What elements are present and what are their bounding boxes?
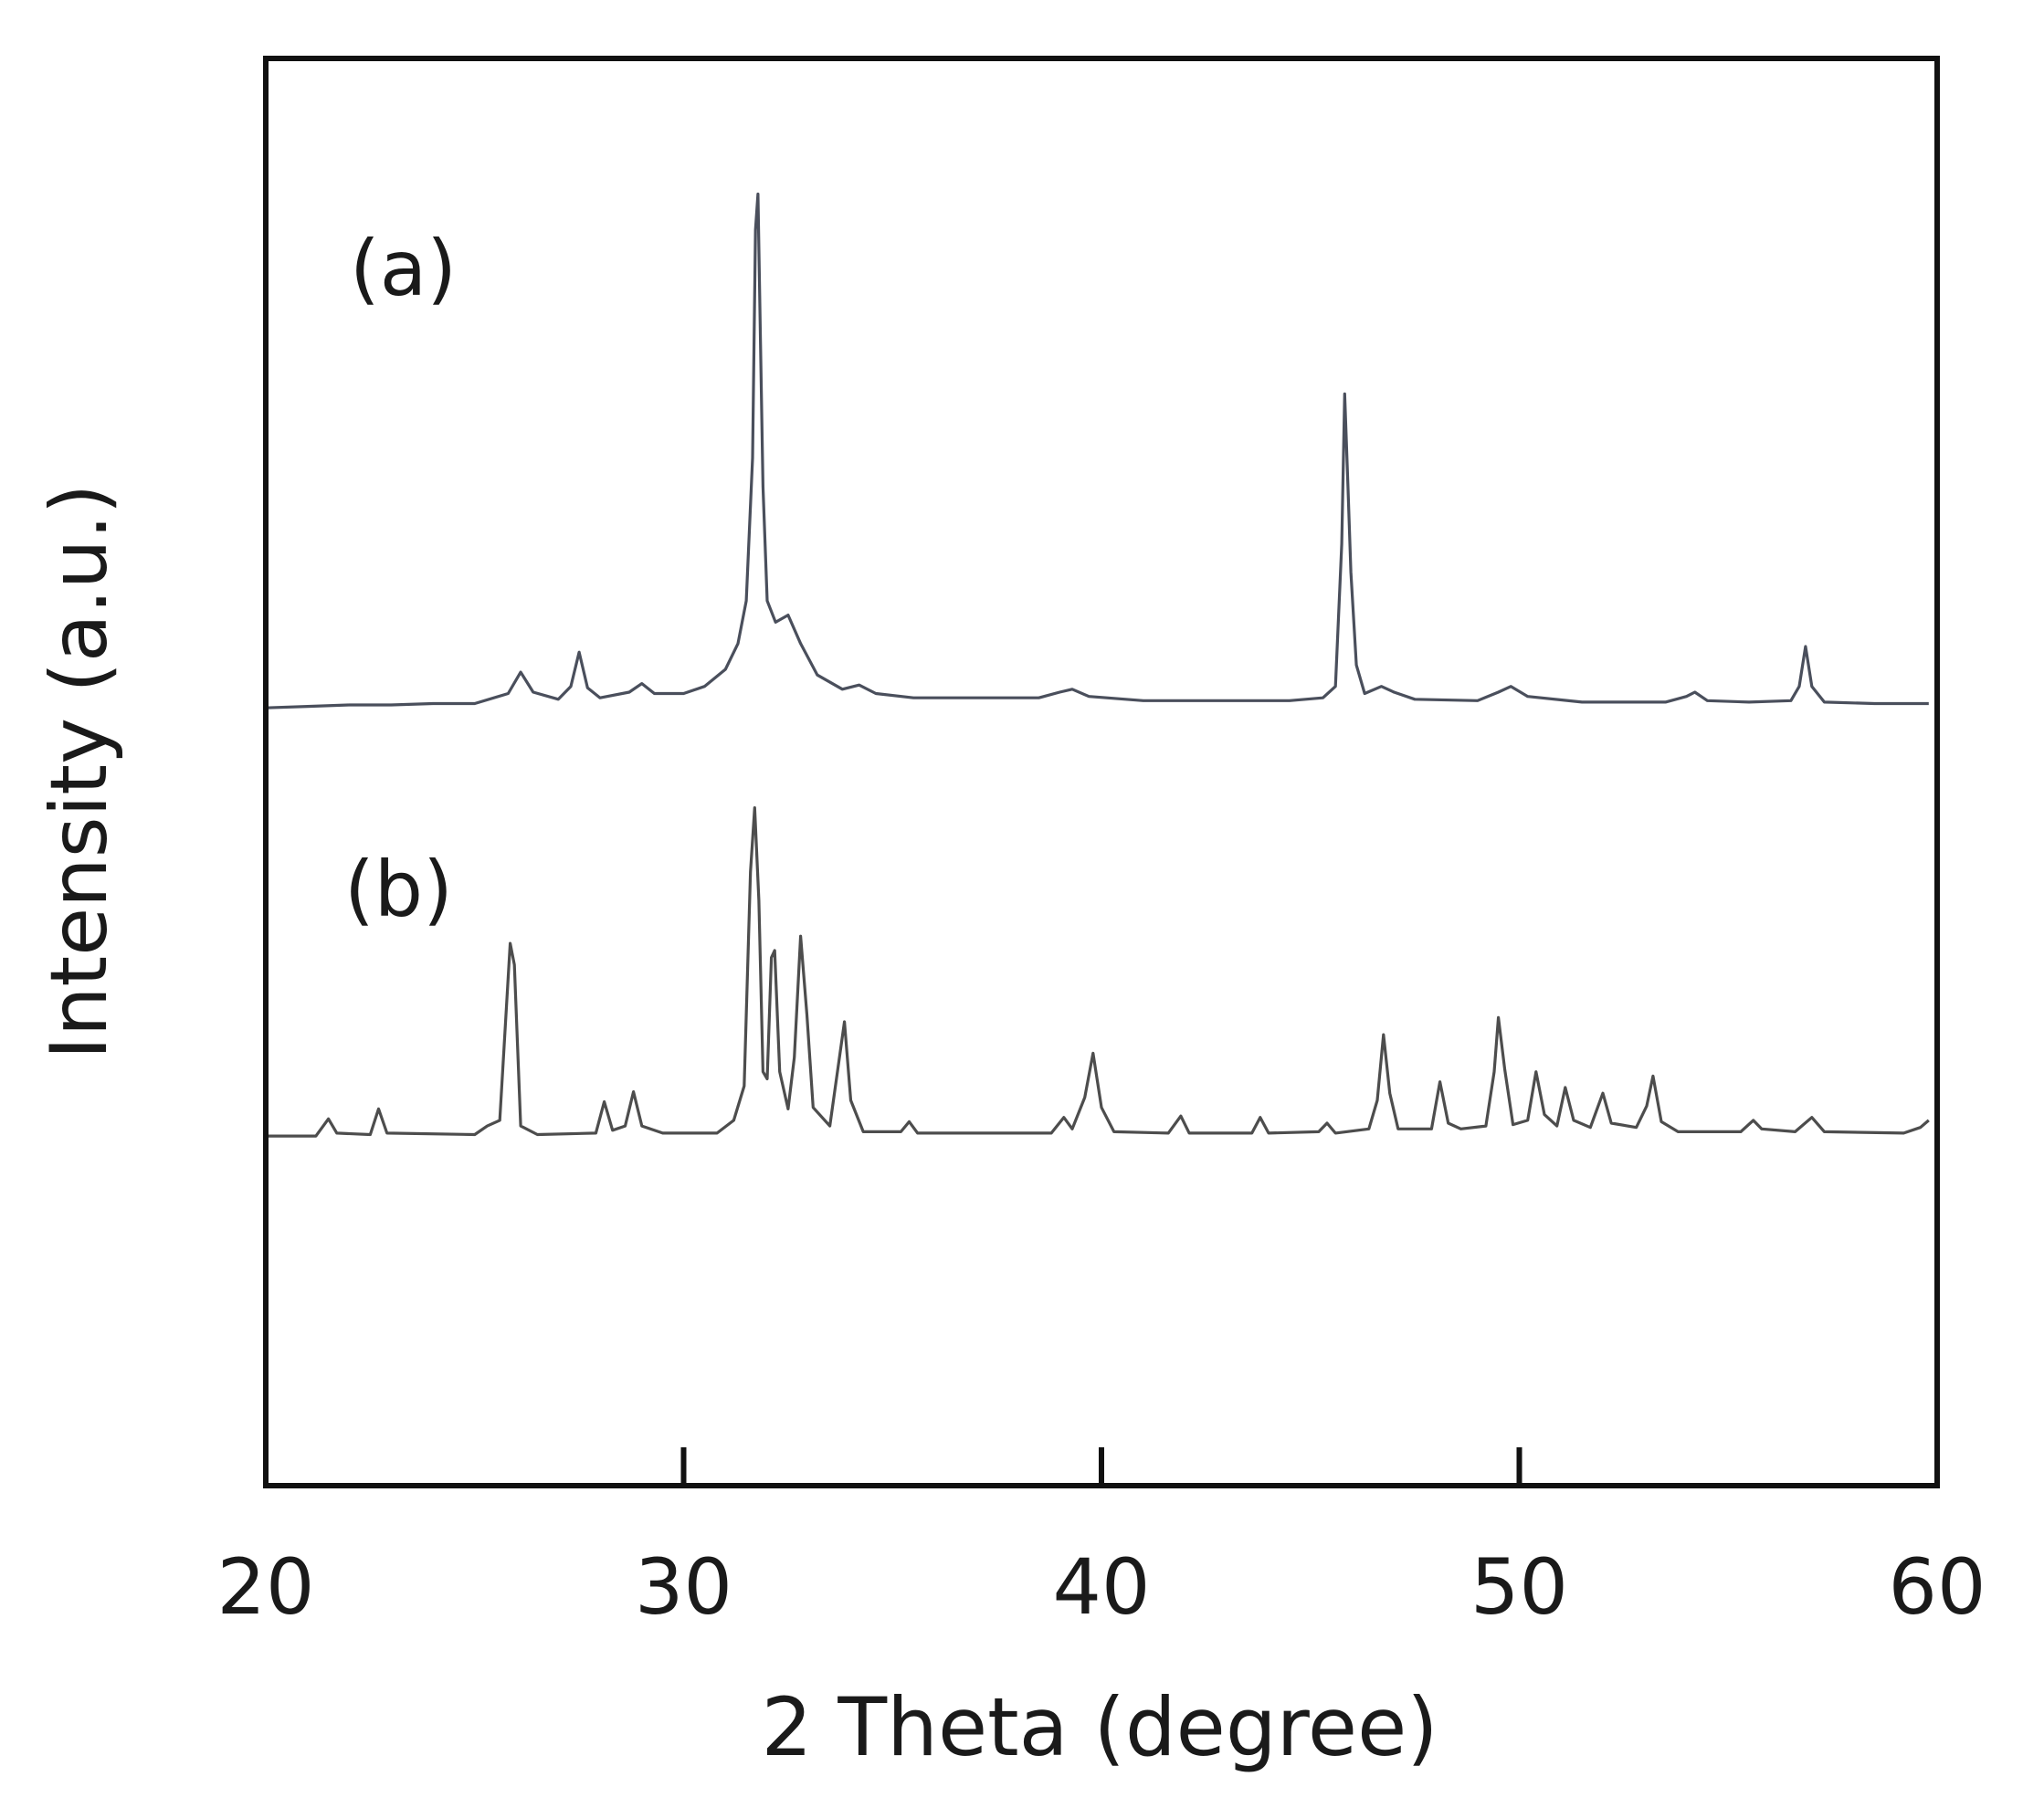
series-line-b	[266, 806, 1930, 1138]
x-tick-label: 60	[1889, 1542, 1986, 1632]
x-tick-label: 40	[1053, 1542, 1151, 1632]
x-tick-label: 50	[1470, 1542, 1568, 1632]
y-axis-label: Intensity (a.u.)	[34, 484, 125, 1060]
panel-label-a: (a)	[350, 224, 457, 313]
series-layer	[265, 192, 1930, 1138]
series-line-a	[265, 192, 1929, 710]
panel-label-b: (b)	[344, 845, 453, 934]
tick-layer: 20 30 40 50 60	[217, 1447, 1986, 1632]
x-tick-label: 20	[217, 1542, 315, 1632]
x-tick-label: 30	[635, 1542, 732, 1632]
x-axis-label: 2 Theta (degree)	[761, 1680, 1438, 1774]
plot-frame	[263, 56, 1940, 1488]
